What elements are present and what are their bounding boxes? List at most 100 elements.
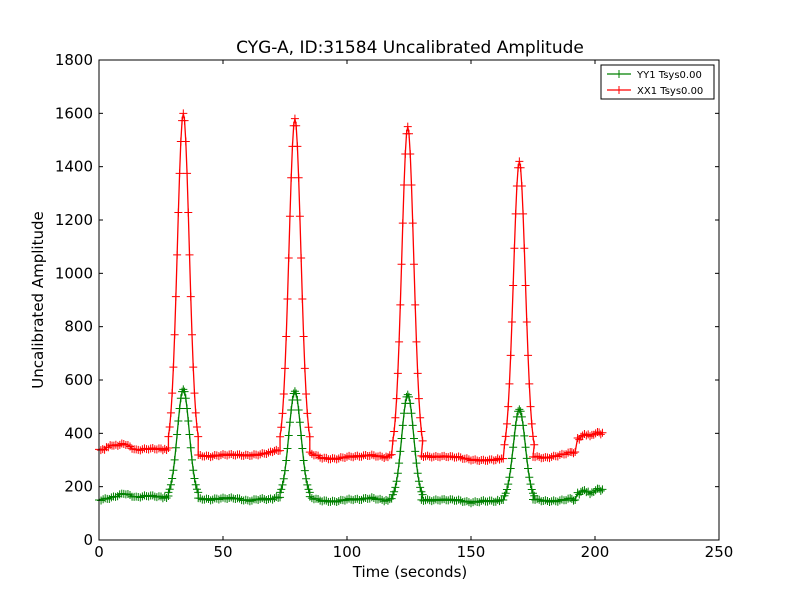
data-point [395,459,404,468]
data-point [183,169,192,178]
data-point [549,451,558,460]
data-point [258,494,267,503]
data-point [400,180,409,189]
data-point [526,402,535,411]
data-point [406,149,415,158]
data-point [500,440,509,449]
data-point [502,419,511,428]
data-point [299,456,308,465]
y-tick-label: 1000 [55,264,93,282]
data-point [283,444,292,453]
data-point [403,122,412,131]
data-point [264,495,273,504]
data-point [567,494,576,503]
data-point [487,496,496,505]
data-point [396,300,405,309]
data-point [338,453,347,462]
data-point [181,394,190,403]
data-point [382,495,391,504]
x-tick-label: 100 [333,543,362,561]
data-point [173,430,182,439]
data-point [180,116,189,125]
data-point [397,434,406,443]
data-point [367,493,376,502]
data-point [123,440,132,449]
data-point [409,260,418,269]
data-point [454,452,463,461]
data-point [297,431,306,440]
data-point [380,454,389,463]
data-point [400,409,409,418]
data-point [522,318,531,327]
data-point [292,121,301,130]
data-point [314,451,323,460]
y-tick-label: 0 [83,531,93,549]
data-point [282,456,291,465]
data-point [521,281,530,290]
data-point [168,389,177,398]
data-point [332,498,341,507]
data-point [387,450,396,459]
y-tick-label: 1400 [55,158,93,176]
data-point [361,493,370,502]
data-point [281,364,289,373]
data-point [423,495,432,504]
data-point [349,453,358,462]
data-point [166,408,175,417]
data-point [598,485,607,494]
data-point [168,474,177,483]
data-point [175,169,184,178]
data-point [276,446,285,455]
data-point [367,450,376,459]
data-point [545,497,554,506]
data-point [169,363,178,372]
data-point [134,492,143,501]
data-point [123,489,132,498]
data-point [462,497,471,506]
data-point [469,455,478,464]
legend: YY1 Tsys0.00 XX1 Tsys0.00 [600,64,715,100]
data-point [169,466,178,475]
data-point [174,208,183,217]
series-xx1 [95,109,607,466]
data-point [189,466,198,475]
data-point [562,496,571,505]
data-point [527,419,536,428]
data-point [589,487,598,496]
data-point [596,430,605,439]
data-point [596,486,605,495]
data-point [235,494,244,503]
data-point [411,447,420,456]
data-point [495,455,504,464]
data-point [511,209,520,218]
data-point [423,451,432,460]
data-point [533,452,542,461]
data-point [134,445,143,454]
data-point [460,454,469,463]
data-point [495,497,504,506]
data-point [522,454,531,463]
data-point [543,453,552,462]
data-point [136,446,145,455]
data-point [206,496,215,505]
data-point [414,477,423,486]
data-point [188,330,196,339]
data-point [507,454,516,463]
data-point [411,300,420,309]
data-point [188,455,196,464]
data-point [200,495,209,504]
data-point [591,486,600,495]
data-point [266,447,275,456]
data-point [414,394,423,403]
data-point [278,409,287,418]
data-point [517,412,526,421]
data-point [295,212,304,221]
data-point [462,454,471,463]
data-point [516,407,525,416]
data-point [526,480,535,489]
data-point [340,453,349,462]
data-point [164,444,173,452]
data-point [390,427,399,436]
data-point [338,496,347,505]
